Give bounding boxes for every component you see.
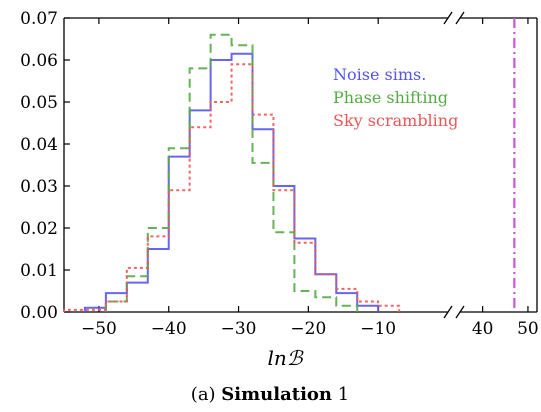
y-tick-label: 0.04 xyxy=(20,135,58,155)
y-tick-label: 0.01 xyxy=(20,261,58,281)
break-mark-bottom-left xyxy=(443,305,453,319)
break-mark-top-right xyxy=(455,11,465,25)
x-axis-label: lnℬ xyxy=(268,346,304,370)
break-mark-bottom-right xyxy=(455,305,465,319)
y-tick-label: 0.06 xyxy=(20,51,58,71)
x-tick-label: 50 xyxy=(517,319,539,339)
legend: Noise sims. Phase shifting Sky scramblin… xyxy=(333,65,458,130)
axes-right-frame xyxy=(460,17,538,313)
x-tick-label: −20 xyxy=(290,319,326,339)
caption-bold-text: Simulation xyxy=(221,384,332,405)
x-axis-ticks: −50 −40 −30 −20 −10 40 50 xyxy=(81,18,539,339)
legend-entry-noise-sims: Noise sims. xyxy=(333,65,426,84)
axis-break-marks xyxy=(443,11,465,319)
legend-entry-phase-shifting: Phase shifting xyxy=(333,88,448,107)
x-tick-label: −40 xyxy=(151,319,187,339)
caption-suffix: 1 xyxy=(332,384,349,405)
y-tick-label: 0.03 xyxy=(20,177,58,197)
series-layer xyxy=(63,33,401,312)
figure-caption: (a) Simulation 1 xyxy=(191,384,349,405)
x-tick-label: 40 xyxy=(472,319,494,339)
x-tick-label: −10 xyxy=(360,319,396,339)
x-tick-label: −30 xyxy=(221,319,257,339)
y-tick-label: 0.02 xyxy=(20,219,58,239)
y-tick-label: 0.00 xyxy=(20,303,58,323)
y-axis-ticks: 0.00 0.01 0.02 0.03 0.04 0.05 0.06 0.07 xyxy=(20,9,70,323)
axes-left-frame xyxy=(63,17,448,313)
caption-prefix: (a) xyxy=(191,384,222,405)
x-tick-label: −50 xyxy=(81,319,117,339)
y-tick-label: 0.07 xyxy=(20,9,58,29)
break-mark-top-left xyxy=(443,11,453,25)
series-sky-scrambling-step-line xyxy=(63,63,401,312)
y-tick-label: 0.05 xyxy=(20,93,58,113)
legend-entry-sky-scrambling: Sky scrambling xyxy=(333,111,458,130)
